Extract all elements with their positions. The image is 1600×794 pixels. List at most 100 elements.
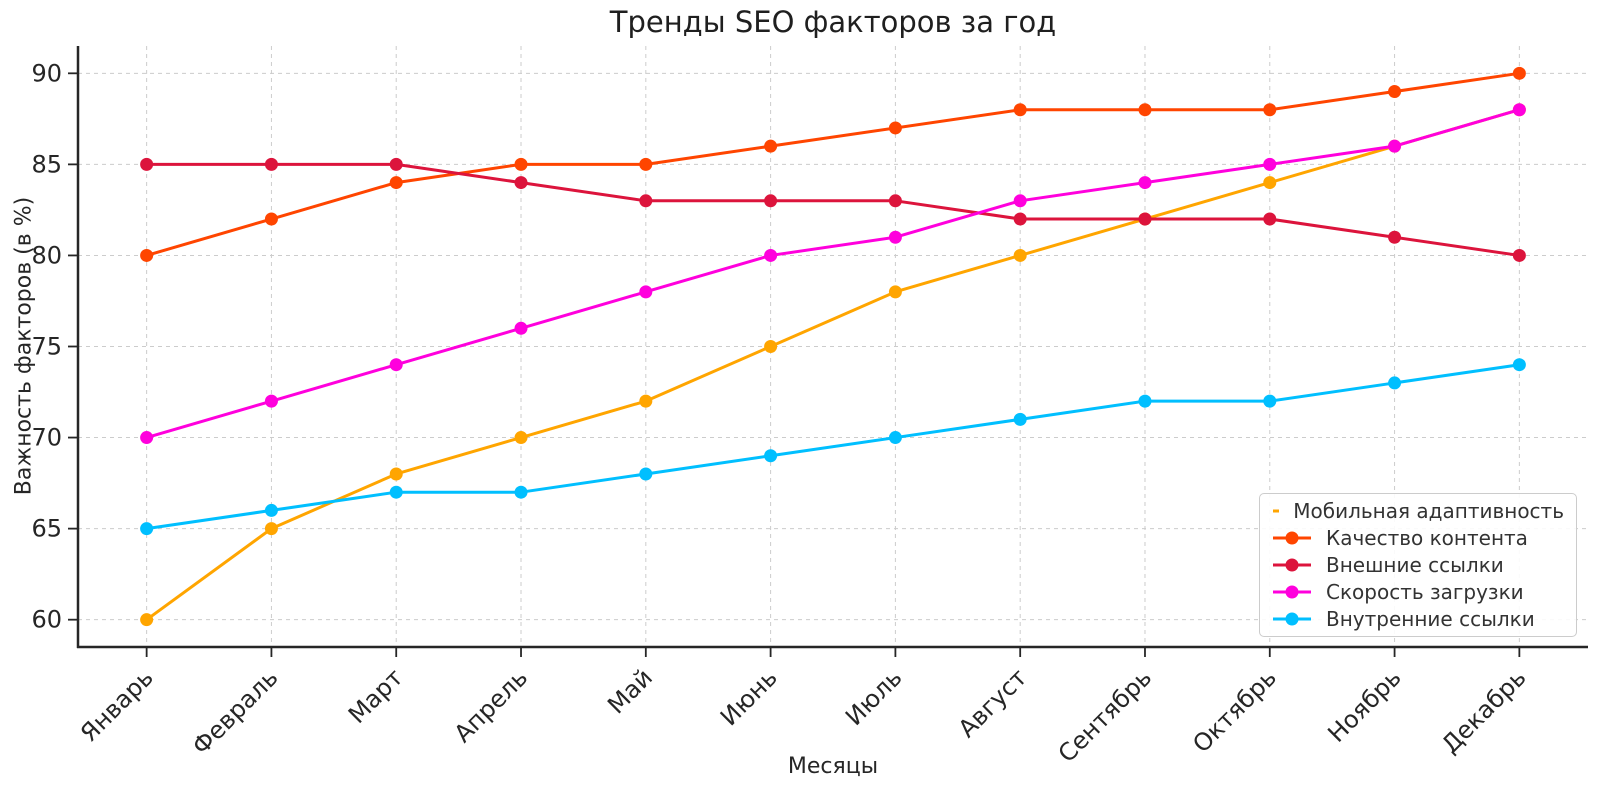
data-point [1138,176,1152,190]
data-point [1263,157,1277,171]
data-point [1388,139,1402,153]
x-tick-label: Февраль [187,663,284,760]
legend-marker-icon [1273,612,1311,626]
legend-item-2: Внешние ссылки [1272,553,1564,577]
y-tick-label: 70 [31,424,62,452]
data-point [1263,176,1277,190]
x-tick-label: Декабрь [1436,663,1531,758]
legend-item-4: Внутренние ссылки [1272,607,1564,631]
data-point [1512,358,1526,372]
x-tick-label: Июль [840,663,908,731]
data-point [764,340,778,353]
data-point [1263,394,1277,408]
legend-marker-icon [1273,509,1280,513]
data-point [1388,230,1402,244]
legend-label: Мобильная адаптивность [1293,499,1564,524]
data-point [264,212,278,226]
data-point [264,522,278,536]
series-line-1 [145,71,1521,257]
data-point [264,394,278,408]
legend: Мобильная адаптивность Качество контента В… [1259,493,1577,637]
data-point [888,230,902,244]
legend-marker-icon [1273,531,1311,545]
data-point [1013,248,1027,262]
data-point [1512,248,1526,262]
data-point [264,157,278,171]
series-line-2 [145,162,1521,257]
data-point [140,431,154,445]
data-point [264,503,278,517]
data-point [514,321,528,335]
data-point [140,522,154,536]
data-point [514,157,528,171]
data-point [1388,85,1402,99]
x-tick-label: Июнь [715,663,783,731]
legend-item-0: Мобильная адаптивность [1272,499,1564,523]
data-point [639,394,653,408]
data-point [1138,103,1152,117]
y-tick-label: 90 [31,59,62,87]
y-tick-label: 60 [31,606,62,634]
data-point [389,358,403,372]
series-line-0 [145,108,1521,622]
x-tick-label: Август [953,663,1033,743]
data-point [1512,66,1526,80]
data-point [514,431,528,445]
legend-item-3: Скорость загрузки [1272,580,1564,604]
x-tick-label: Сентябрь [1053,663,1158,768]
data-point [1263,103,1277,117]
legend-label: Качество контента [1326,526,1528,551]
legend-label: Внешние ссылки [1326,552,1504,577]
data-point [888,285,902,299]
data-point [1013,212,1027,226]
y-tick-label: 75 [31,333,62,361]
data-point [888,194,902,208]
data-point [1013,194,1027,208]
data-point [888,431,902,445]
data-point [888,121,902,135]
y-tick-label: 85 [31,150,62,178]
data-point [389,157,403,171]
data-point [639,157,653,171]
x-tick-label: Ноябрь [1322,663,1406,747]
data-point [639,194,653,208]
x-tick-label: Октябрь [1187,663,1282,758]
data-point [764,139,778,153]
series-line-3 [145,108,1521,440]
y-tick-label: 65 [31,515,62,543]
x-tick-label: Март [343,663,409,729]
legend-label: Внутренние ссылки [1326,606,1535,631]
data-point [1013,103,1027,117]
legend-marker-icon [1273,558,1311,572]
data-point [764,194,778,208]
data-point [639,285,653,299]
data-point [764,248,778,262]
x-tick-label: Апрель [449,663,534,748]
data-point [389,485,403,499]
legend-item-1: Качество контента [1272,526,1564,550]
data-point [764,449,778,463]
data-point [639,467,653,481]
x-axis-label: Месяцы [787,754,879,779]
y-tick-label: 80 [31,241,62,269]
x-tick-label: Май [602,663,658,719]
legend-label: Скорость загрузки [1326,579,1524,604]
data-point [140,248,154,262]
data-point [1388,376,1402,390]
data-point [1512,103,1526,117]
data-point [389,467,403,481]
legend-marker-icon [1273,585,1311,599]
data-point [514,176,528,190]
data-point [1263,212,1277,226]
chart-title: Тренды SEO факторов за год [609,5,1057,39]
data-point [1138,212,1152,226]
series-line-4 [145,363,1521,531]
x-tick-label: Январь [75,663,159,747]
data-point [1013,412,1027,426]
data-point [514,485,528,499]
data-point [1138,394,1152,408]
data-point [140,157,154,171]
data-point [140,613,154,627]
